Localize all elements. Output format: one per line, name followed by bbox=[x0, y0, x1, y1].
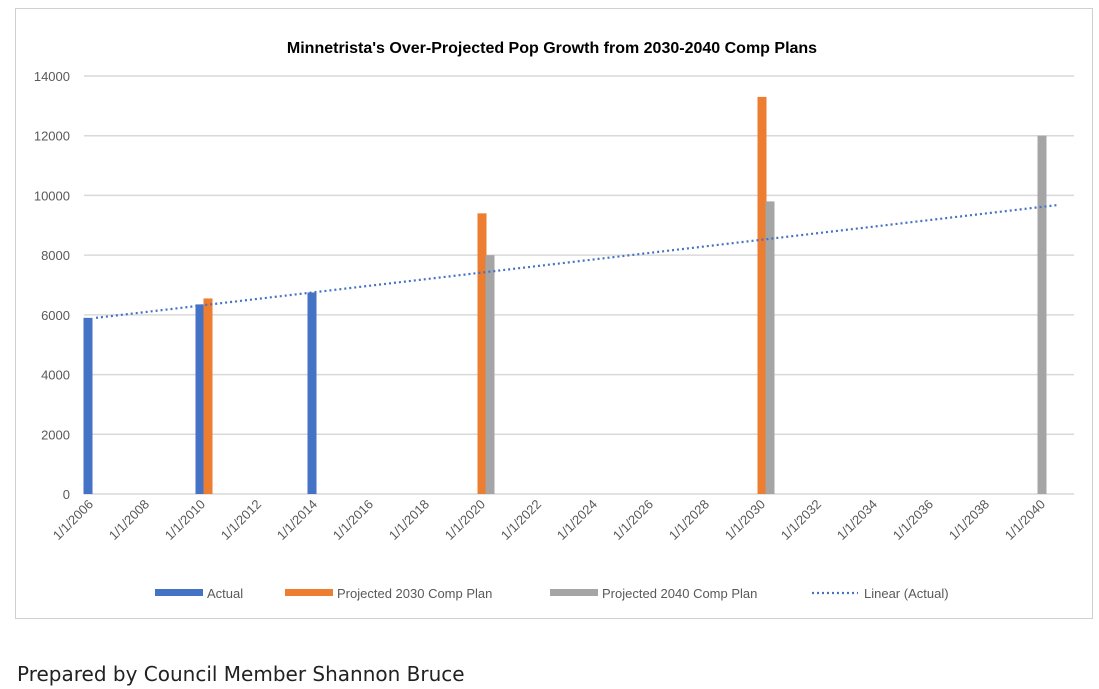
x-tick-label: 1/1/2024 bbox=[554, 497, 600, 543]
trendline bbox=[95, 203, 1059, 319]
bar-projected-2030-comp-plan bbox=[477, 213, 487, 495]
x-tick-label: 1/1/2006 bbox=[50, 497, 96, 543]
x-tick-label: 1/1/2032 bbox=[778, 497, 824, 543]
bar-projected-2030-comp-plan bbox=[757, 96, 767, 495]
bar-actual bbox=[83, 317, 93, 494]
chart-title: Minnetrista's Over-Projected Pop Growth … bbox=[287, 40, 817, 57]
y-tick-label: 14000 bbox=[34, 69, 70, 84]
bar-projected-2040-comp-plan bbox=[485, 255, 495, 494]
y-tick-label: 6000 bbox=[41, 308, 70, 323]
legend-label: Projected 2030 Comp Plan bbox=[337, 586, 492, 601]
y-tick-label: 10000 bbox=[34, 188, 70, 203]
legend-swatch bbox=[550, 589, 598, 596]
legend-label: Projected 2040 Comp Plan bbox=[602, 586, 757, 601]
x-tick-label: 1/1/2036 bbox=[890, 497, 936, 543]
x-tick-label: 1/1/2012 bbox=[218, 497, 264, 543]
x-tick-label: 1/1/2018 bbox=[386, 497, 432, 543]
x-tick-label: 1/1/2010 bbox=[162, 497, 208, 543]
y-tick-label: 4000 bbox=[41, 368, 70, 383]
bar-projected-2040-comp-plan bbox=[765, 201, 775, 494]
bar-actual bbox=[195, 304, 205, 494]
x-tick-label: 1/1/2020 bbox=[442, 497, 488, 543]
x-tick-label: 1/1/2022 bbox=[498, 497, 544, 543]
y-tick-label: 8000 bbox=[41, 248, 70, 263]
caption: Prepared by Council Member Shannon Bruce bbox=[17, 662, 465, 686]
y-tick-label: 12000 bbox=[34, 129, 70, 144]
bar-projected-2040-comp-plan bbox=[1037, 135, 1047, 494]
x-tick-label: 1/1/2016 bbox=[330, 497, 376, 543]
x-tick-label: 1/1/2030 bbox=[722, 497, 768, 543]
legend-label: Linear (Actual) bbox=[864, 586, 949, 601]
x-tick-label: 1/1/2038 bbox=[946, 497, 992, 543]
x-tick-label: 1/1/2014 bbox=[274, 497, 320, 543]
legend-swatch bbox=[285, 589, 333, 596]
x-tick-label: 1/1/2034 bbox=[834, 497, 880, 543]
x-tick-label: 1/1/2008 bbox=[106, 497, 152, 543]
bar-projected-2030-comp-plan bbox=[203, 298, 213, 494]
legend-label: Actual bbox=[207, 586, 243, 601]
y-tick-label: 2000 bbox=[41, 427, 70, 442]
x-tick-label: 1/1/2028 bbox=[666, 497, 712, 543]
chart-frame bbox=[15, 8, 1093, 619]
x-tick-label: 1/1/2040 bbox=[1002, 497, 1048, 543]
legend-swatch bbox=[155, 589, 203, 596]
chart: Minnetrista's Over-Projected Pop Growth … bbox=[34, 40, 1074, 601]
bar-actual bbox=[307, 292, 317, 494]
x-tick-label: 1/1/2026 bbox=[610, 497, 656, 543]
y-tick-label: 0 bbox=[63, 487, 70, 502]
